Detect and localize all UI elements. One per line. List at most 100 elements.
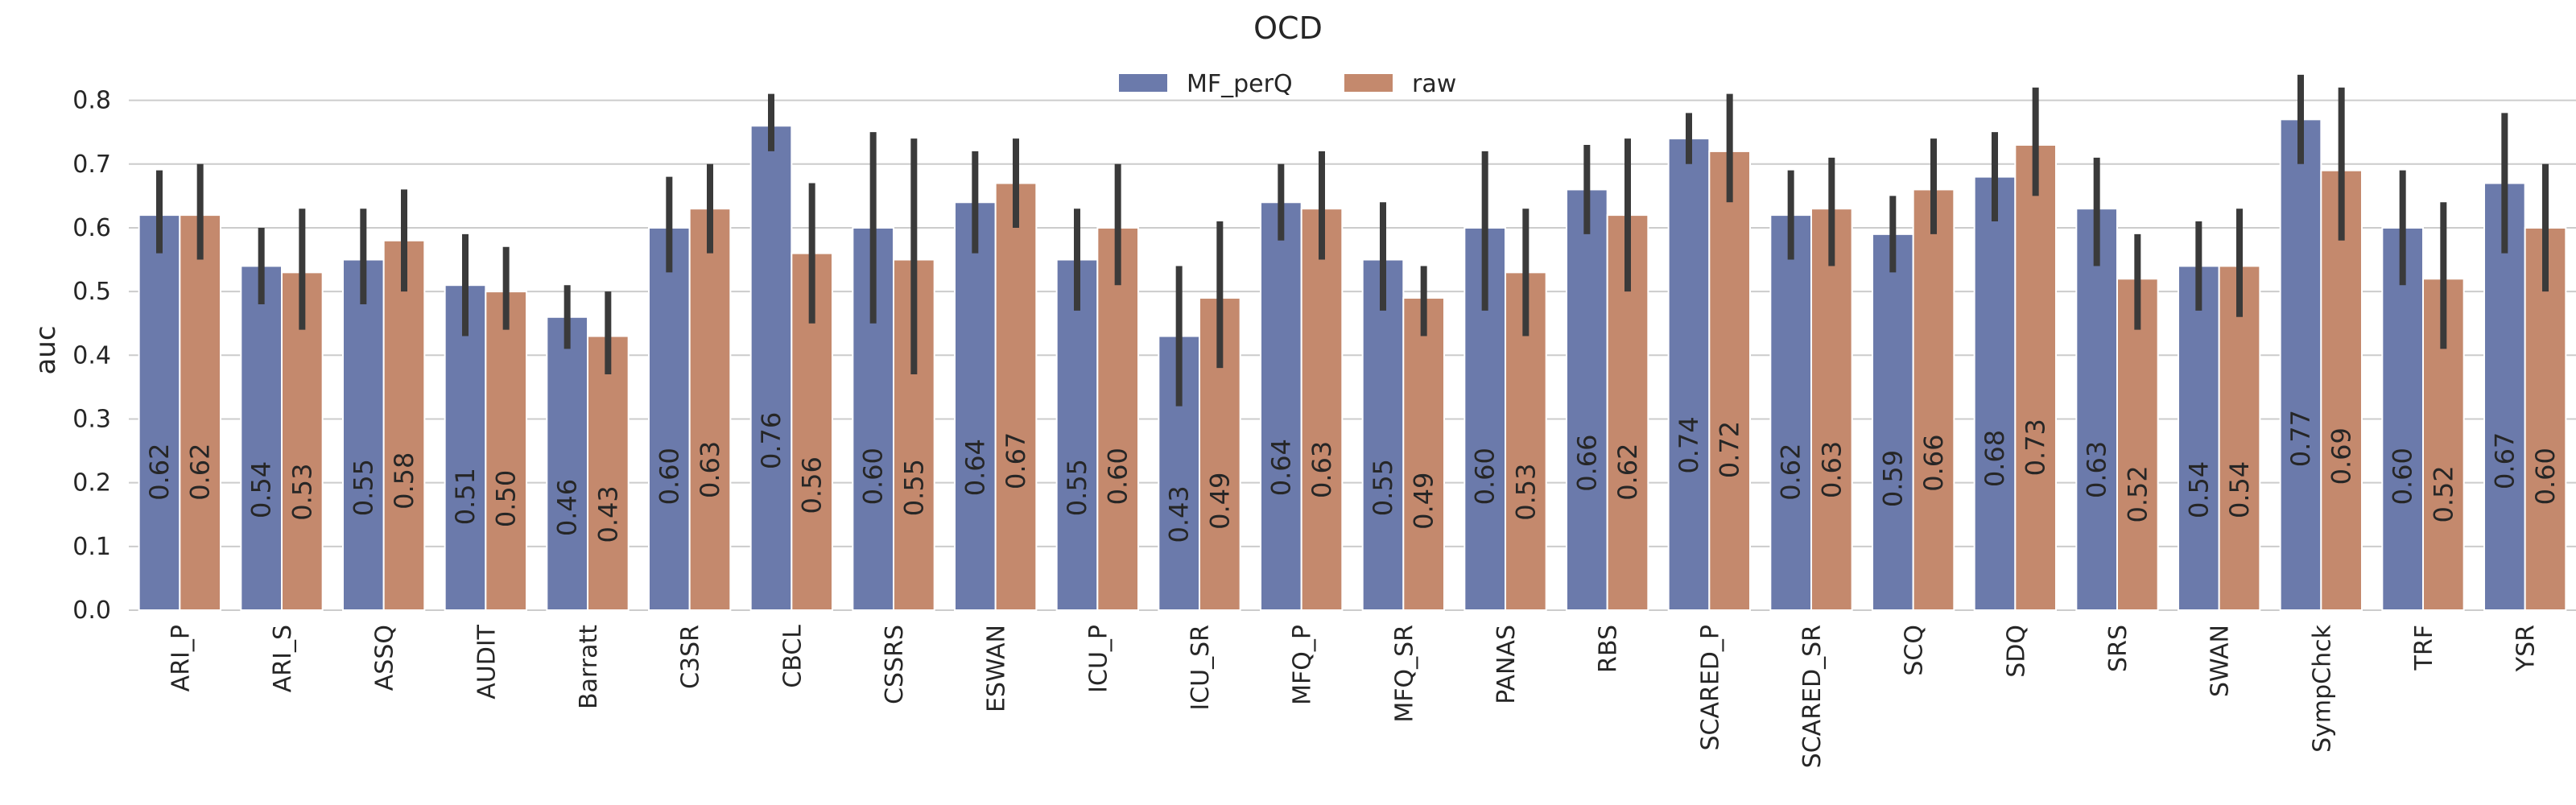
data-label: 0.77 [2285,410,2316,467]
data-label: 0.64 [1265,439,1296,496]
bar-mf-perq [2075,208,2118,611]
legend-label-mf-perq: MF_perQ [1187,70,1293,98]
x-tick-label: SCARED_SR [1798,625,1827,768]
x-tick-label: ICU_SR [1187,625,1215,711]
data-label: 0.52 [2122,465,2153,522]
data-label: 0.54 [2183,461,2214,518]
y-tick-label: 0.5 [72,278,111,306]
bar-mf-perq [1667,138,1711,611]
data-label: 0.62 [144,444,175,501]
bar-raw [1096,226,1140,611]
x-tick-label: MFQ_P [1289,625,1317,705]
y-tick-label: 0.2 [72,469,111,497]
x-tick-label: SDQ [2002,625,2030,678]
y-tick-label: 0.8 [72,87,111,115]
data-label: 0.55 [348,459,378,516]
x-tick-label: ARI_S [269,625,297,692]
data-label: 0.73 [2021,419,2051,476]
bar-raw [2116,278,2159,611]
x-tick-label: CSSRS [881,625,909,704]
data-label: 0.55 [898,459,929,516]
data-label: 0.53 [1510,464,1541,521]
bar-mf-perq [648,226,691,611]
data-label: 0.60 [2388,448,2418,505]
data-label: 0.59 [1877,450,1908,507]
bar-raw [994,182,1038,612]
data-label: 0.51 [450,468,481,525]
bar-mf-perq [2178,265,2220,611]
value-labels: 0.62 0.62 0.54 0.53 0.55 0.58 0.51 0.50 0.46 0.43… [144,410,2561,543]
bar-raw [1810,208,1853,611]
bar-raw [2014,144,2057,611]
chart-title: OCD [1253,10,1323,46]
data-label: 0.56 [797,456,828,514]
x-tick-label: Barratt [575,625,603,709]
y-axis-ticks: 0.0 0.1 0.2 0.3 0.4 0.5 0.6 0.7 0.8 [72,87,111,625]
data-label: 0.63 [1307,441,1337,498]
data-label: 0.55 [1062,459,1092,516]
bar-mf-perq [1769,214,1812,611]
data-label: 0.43 [592,485,623,543]
data-label: 0.54 [246,461,277,518]
data-label: 0.60 [1103,448,1133,505]
bar-mf-perq [546,316,588,611]
data-label: 0.66 [1571,434,1602,491]
data-label: 0.53 [287,464,317,521]
x-tick-label: C3SR [677,625,705,689]
data-label: 0.63 [1816,441,1847,498]
legend-swatch-mf-perq [1119,74,1167,92]
x-tick-label: SCARED_P [1696,625,1724,751]
data-label: 0.66 [1918,434,1949,491]
bar-mf-perq [1361,258,1405,611]
legend-label-raw: raw [1412,70,1456,98]
y-axis-label: auc [30,325,62,374]
data-label: 0.49 [1409,473,1439,530]
x-tick-label: SWAN [2207,625,2235,697]
x-tick-label: SCQ [1901,625,1929,676]
bar-mf-perq [240,265,283,611]
legend: MF_perQ raw [1119,70,1456,98]
data-label: 0.72 [1715,421,1745,478]
data-label: 0.52 [2428,465,2458,522]
data-label: 0.62 [1612,444,1643,501]
bars [138,118,2567,612]
bar-mf-perq [1055,258,1099,611]
data-label: 0.60 [654,448,684,505]
x-tick-label: AUDIT [473,624,501,699]
data-label: 0.60 [2530,448,2561,505]
data-label: 0.76 [756,412,786,469]
x-tick-label: ESWAN [983,625,1011,712]
data-label: 0.64 [960,439,990,496]
bar-raw [1708,150,1751,612]
y-tick-label: 0.7 [72,151,111,179]
x-tick-label: SRS [2104,625,2132,672]
data-label: 0.60 [858,448,889,505]
y-tick-label: 0.3 [72,405,111,433]
bar-mf-perq [2279,118,2322,611]
data-label: 0.69 [2326,427,2357,485]
data-label: 0.63 [695,441,725,498]
data-label: 0.62 [185,444,216,501]
x-tick-label: ICU_P [1084,625,1113,693]
data-label: 0.67 [1001,432,1031,489]
bar-raw [587,335,630,611]
bar-raw [1300,208,1344,611]
data-label: 0.58 [389,452,419,510]
x-tick-label: YSR [2512,625,2541,672]
y-tick-label: 0.0 [72,597,111,625]
bar-mf-perq [954,201,997,611]
data-label: 0.49 [1204,473,1235,530]
bar-mf-perq [1260,201,1302,611]
x-tick-label: PANAS [1492,625,1521,704]
x-tick-label: MFQ_SR [1390,625,1418,723]
y-tick-label: 0.6 [72,214,111,242]
data-label: 0.46 [552,479,583,536]
bar-mf-perq [1872,233,1914,611]
bar-raw [382,239,426,611]
bar-mf-perq [1973,175,2017,612]
x-tick-label: CBCL [778,625,807,688]
data-label: 0.68 [1979,430,2010,487]
data-label: 0.62 [1776,444,1806,501]
bar-raw [1402,297,1446,611]
x-tick-label: TRF [2410,625,2438,671]
